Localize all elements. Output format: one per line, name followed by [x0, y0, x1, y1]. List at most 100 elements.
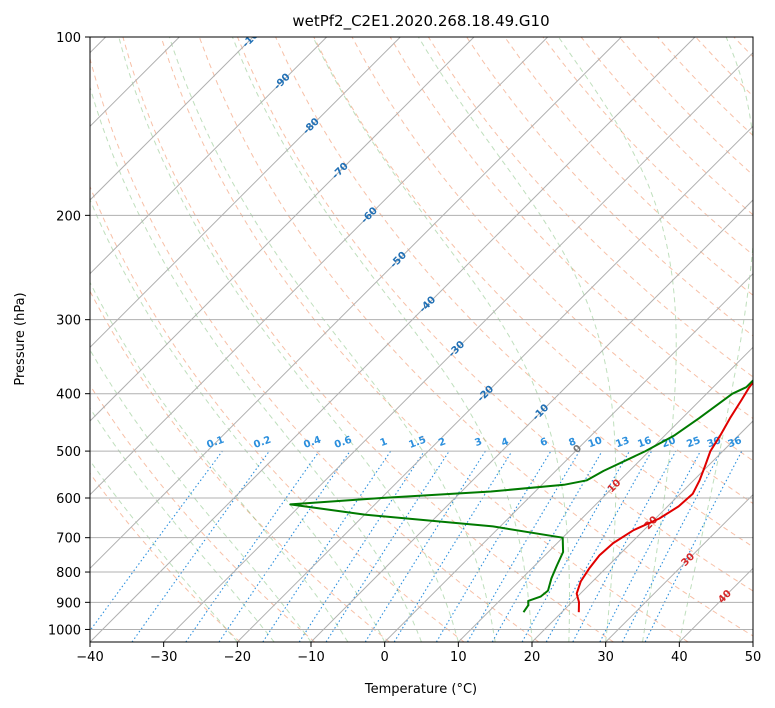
isotherm-line [384, 272, 753, 642]
line-annotation-labels: 0.1 0.2 0.4 0.6 1 1.5 2 3 4 6 8 10 13 16 20 25 30 36-100-… [205, 37, 744, 606]
dry-adiabat [313, 37, 753, 505]
x-axis: −40 −30 −20 −10 0 10 20 30 40 50 [76, 642, 761, 665]
isotherm-line [90, 37, 328, 275]
x-tick-label: 40 [671, 650, 688, 665]
dry-adiabat [237, 37, 753, 592]
x-tick-label: 10 [450, 650, 467, 665]
moist-adiabat [312, 37, 570, 642]
x-tick-label: −10 [297, 650, 324, 665]
mixing-ratio-label: 3 [473, 436, 483, 449]
mixing-ratio-label: 25 [685, 435, 702, 450]
isotherm-line [90, 37, 549, 496]
mixing-ratio-label: 8 [567, 436, 577, 449]
isotherm-label: -30 [447, 339, 468, 360]
mixing-ratio-line [393, 450, 513, 642]
mixing-ratio-label: 0.4 [302, 435, 322, 451]
moist-adiabat [231, 37, 533, 642]
y-tick-label: 600 [56, 492, 81, 507]
x-tick-label: −40 [76, 650, 103, 665]
isotherm-line [752, 641, 753, 642]
moist-adiabat [558, 37, 677, 642]
mixing-ratio-label: 20 [661, 435, 678, 450]
mixing-ratio-label: 10 [587, 435, 604, 450]
y-tick-label: 700 [56, 532, 81, 547]
mixing-ratio-line [545, 450, 653, 642]
y-axis: 100 200 300 400 500 600 700 800 900 1000 [48, 31, 90, 638]
x-tick-label: 0 [381, 650, 389, 665]
moist-adiabat [90, 281, 349, 642]
dry-adiabat [122, 37, 614, 642]
dry-adiabat [90, 290, 390, 642]
temperature-profile [575, 380, 753, 613]
y-tick-label: 300 [56, 314, 81, 329]
isotherm-line [90, 37, 622, 570]
moist-adiabat [90, 85, 422, 642]
moist-adiabat [168, 37, 496, 642]
dry-adiabat [160, 37, 689, 642]
mixing-ratio-line [435, 450, 552, 642]
isotherm-line [457, 346, 753, 642]
mixing-ratio-line [621, 450, 722, 642]
isotherm-label: -80 [301, 116, 322, 137]
series-layer [289, 379, 753, 613]
x-tick-label: 30 [597, 650, 614, 665]
isotherm-label: 40 [716, 588, 734, 606]
dewpoint-profile [289, 379, 753, 613]
mixing-ratio-line [185, 450, 320, 642]
plot-frame [89, 36, 754, 643]
moist-adiabat [417, 37, 617, 642]
mixing-ratio-line [644, 450, 743, 642]
dry-adiabat [466, 37, 753, 337]
y-axis-label: Pressure (hPa) [13, 292, 28, 385]
isotherm-line [605, 493, 753, 642]
mixing-ratio-line [572, 450, 677, 642]
y-tick-label: 200 [56, 209, 81, 224]
dry-adiabat [542, 37, 753, 256]
y-tick-label: 800 [56, 566, 81, 581]
dry-adiabat [657, 37, 753, 137]
dry-adiabat [90, 185, 465, 642]
mixing-ratio-label: 1.5 [407, 435, 427, 451]
isotherm-label: -90 [272, 72, 293, 93]
y-tick-label: 400 [56, 388, 81, 403]
mixing-ratio-line [218, 450, 351, 642]
mixing-ratio-label: 2 [437, 436, 447, 449]
dry-adiabat [427, 37, 753, 378]
x-tick-label: −20 [224, 650, 251, 665]
isotherm-line [90, 37, 401, 349]
x-tick-label: −30 [150, 650, 177, 665]
x-tick-label: 20 [524, 650, 541, 665]
mixing-ratio-label: 1 [379, 436, 389, 449]
x-tick-label: 50 [745, 650, 762, 665]
moist-adiabat [90, 349, 312, 642]
dry-adiabat [90, 56, 540, 642]
dry-adiabat [695, 37, 753, 97]
dry-adiabat [90, 384, 316, 642]
mixing-ratio-line [298, 450, 425, 642]
dry-adiabat [504, 37, 753, 296]
moist-adiabat [90, 198, 386, 642]
mixing-ratio-label: 4 [500, 436, 510, 449]
dry-adiabat [389, 37, 753, 420]
mixing-ratio-label: 36 [727, 435, 744, 450]
mixing-ratio-line [262, 450, 392, 642]
mixing-ratio-label: 13 [614, 435, 631, 450]
isotherm-line [90, 37, 475, 422]
mixing-ratio-label: 0.6 [333, 435, 353, 451]
moist-adiabat [118, 37, 459, 642]
x-axis-label: Temperature (°C) [364, 682, 477, 697]
mixing-ratio-label: 0.1 [205, 435, 225, 451]
isotherm-line [163, 51, 753, 642]
chart-title: wetPf2_C2E1.2020.268.18.49.G10 [292, 12, 549, 31]
mixing-ratio-label: 0.2 [252, 435, 272, 451]
moist-adiabat [90, 459, 238, 642]
isotherm-line [90, 37, 696, 642]
isotherm-line [678, 567, 753, 642]
mixing-ratio-line [325, 450, 450, 642]
y-tick-label: 1000 [48, 623, 81, 638]
mixing-ratio-line [364, 450, 486, 642]
isotherm-line [310, 199, 753, 642]
y-tick-label: 900 [56, 596, 81, 611]
dry-adiabat [275, 37, 753, 548]
